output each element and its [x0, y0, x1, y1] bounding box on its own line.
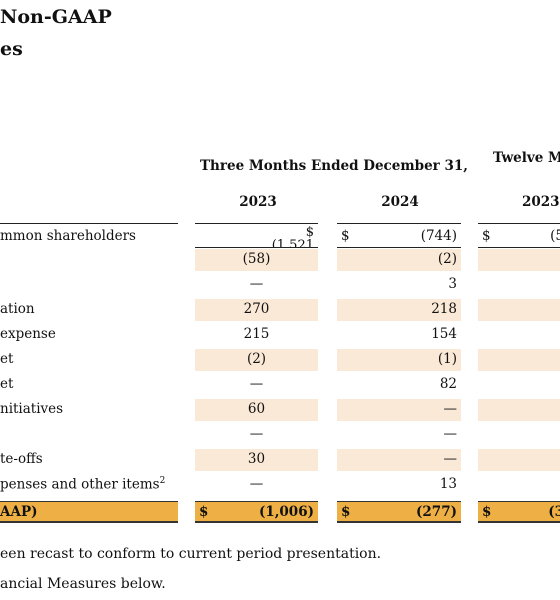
table-row: et — 82 [0, 374, 560, 396]
cell-value: (1,521 [271, 238, 314, 247]
cell-value: (2) [437, 251, 457, 267]
footnote-1: een recast to conform to current period … [0, 546, 382, 562]
header-rule-col2 [337, 223, 461, 224]
table-row: — — [0, 424, 560, 446]
footnote-2: ancial Measures below. [0, 576, 166, 592]
total-value: (277) [416, 504, 457, 520]
header-rule-col1 [195, 223, 318, 224]
cell-value: 215 [243, 326, 270, 342]
cell-value: — [443, 426, 458, 442]
table-row: te-offs 30 — [0, 449, 560, 471]
row-label: ation [0, 301, 35, 317]
table-row: ation 270 218 [0, 299, 560, 321]
row-label: et [0, 376, 14, 392]
cell-value: (744) [420, 228, 457, 244]
cell-value: 3 [448, 276, 457, 292]
currency-symbol: $ [199, 504, 209, 520]
year-header-2024-q: 2024 [381, 194, 419, 210]
cell-value: — [443, 401, 458, 417]
row-label: mmon shareholders [0, 228, 136, 244]
page-title-line2: es [0, 38, 23, 60]
header-twelve-months: Twelve M [493, 150, 560, 166]
table-row: nitiatives 60 — [0, 399, 560, 421]
currency-symbol: $ [482, 504, 492, 520]
cell-value: 30 [247, 451, 266, 467]
cell-value: (5 [550, 228, 560, 244]
year-header-2023-q: 2023 [239, 194, 277, 210]
table-row: penses and other items2 — 13 [0, 474, 560, 496]
cell-q2024: $ (744) [337, 226, 461, 248]
table-row: mmon shareholders $ (1,521 $ (744) $ (5 [0, 225, 560, 248]
cell-y2023: $ (5 [478, 226, 560, 248]
cell-value: — [249, 376, 264, 392]
header-rule-col3 [478, 223, 560, 224]
cell-value: — [249, 276, 264, 292]
row-label: nitiatives [0, 401, 64, 417]
currency-symbol: $ [482, 228, 491, 244]
table-row: et (2) (1) [0, 349, 560, 371]
cell-value: 82 [439, 376, 457, 392]
footnote-marker: 2 [159, 476, 166, 486]
currency-symbol: $ [305, 225, 314, 240]
cell-value: 270 [243, 301, 270, 317]
cell-q2023: $ (1,521 [195, 225, 318, 248]
table-row: — 3 [0, 274, 560, 296]
year-header-2023-y: 2023 [522, 194, 560, 210]
page-title-line1: Non-GAAP [0, 6, 112, 28]
row-label: penses and other items2 [0, 476, 166, 493]
cell-value: 218 [431, 301, 457, 317]
header-rule-label [0, 223, 178, 224]
cell-value: (58) [242, 251, 271, 267]
total-row: AAP) $ (1,006) $ (277) $ (3 [0, 501, 560, 523]
table-row: (58) (2) [0, 249, 560, 271]
table-row: expense 215 154 [0, 324, 560, 346]
cell-value: 154 [431, 326, 457, 342]
currency-symbol: $ [341, 504, 351, 520]
cell-value: 13 [439, 476, 457, 492]
cell-value: — [249, 476, 264, 492]
header-three-months: Three Months Ended December 31, [200, 158, 468, 174]
total-value: (3 [548, 504, 560, 520]
row-label: te-offs [0, 451, 43, 467]
cell-value: (1) [437, 351, 457, 367]
total-value: (1,006) [258, 504, 314, 520]
total-label: AAP) [0, 501, 178, 523]
row-label: et [0, 351, 14, 367]
currency-symbol: $ [341, 228, 350, 244]
cell-value: 60 [247, 401, 266, 417]
row-label: expense [0, 326, 56, 342]
cell-value: — [443, 451, 458, 467]
cell-value: — [249, 426, 264, 442]
cell-value: (2) [246, 351, 267, 367]
